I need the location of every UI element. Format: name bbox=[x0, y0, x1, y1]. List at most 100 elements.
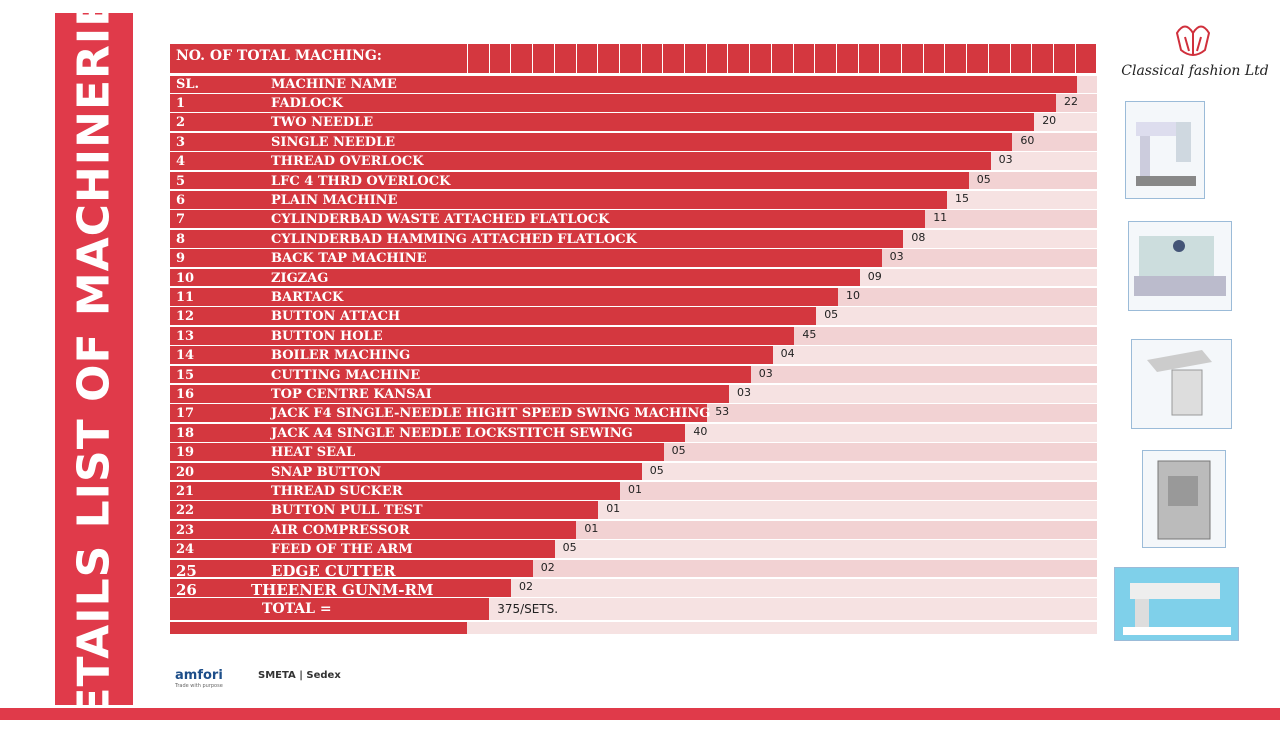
machine-image bbox=[1125, 101, 1205, 199]
header-cell bbox=[640, 44, 642, 73]
machine-name: SNAP BUTTON bbox=[271, 464, 382, 480]
serial: 26 bbox=[176, 581, 197, 599]
header-cell bbox=[1074, 44, 1076, 73]
quantity: 22 bbox=[1064, 95, 1078, 108]
serial: 21 bbox=[176, 484, 195, 499]
quantity: 05 bbox=[824, 308, 839, 322]
serial: 10 bbox=[176, 270, 195, 286]
serial: 15 bbox=[176, 367, 195, 383]
serial: 16 bbox=[176, 387, 195, 402]
machine-image bbox=[1128, 221, 1232, 311]
machine-name: PLAIN MACHINE bbox=[271, 193, 398, 208]
header-cell bbox=[467, 44, 468, 73]
amfori-name: amfori bbox=[175, 668, 223, 683]
quantity: 04 bbox=[780, 347, 795, 361]
serial: 24 bbox=[176, 542, 195, 558]
serial: 5 bbox=[176, 173, 186, 189]
row-bar bbox=[170, 132, 1013, 151]
machine-name: SINGLE NEEDLE bbox=[271, 134, 396, 150]
row-bar bbox=[170, 365, 751, 384]
row-bar bbox=[170, 249, 882, 268]
machine-name: BUTTON ATTACH bbox=[271, 309, 401, 325]
header-cell bbox=[857, 44, 859, 73]
machine-name: EDGE CUTTER bbox=[271, 561, 396, 580]
row-bar bbox=[170, 579, 511, 597]
serial: 19 bbox=[176, 445, 195, 461]
header-cell bbox=[510, 44, 512, 73]
machine-name: ZIGZAG bbox=[271, 270, 329, 286]
machine-name: BUTTON HOLE bbox=[271, 328, 383, 344]
serial: 14 bbox=[176, 348, 195, 364]
quantity: 05 bbox=[649, 463, 664, 477]
quantity: 40 bbox=[693, 424, 708, 438]
quantity: 53 bbox=[715, 405, 730, 419]
quantity: 03 bbox=[737, 386, 751, 399]
header-cell bbox=[1096, 44, 1098, 73]
header-cell bbox=[835, 44, 837, 73]
row-bar bbox=[170, 423, 686, 442]
header-cell bbox=[966, 44, 968, 73]
machine-image bbox=[1114, 567, 1239, 641]
total-value: 375/SETS. bbox=[497, 602, 559, 617]
header-cell bbox=[922, 44, 924, 73]
logo-name: Classical fashion Ltd bbox=[1121, 63, 1269, 79]
serial: 13 bbox=[176, 328, 195, 344]
serial: 1 bbox=[176, 96, 186, 111]
machine-name: BUTTON PULL TEST bbox=[271, 503, 423, 519]
serial: 8 bbox=[176, 231, 186, 247]
quantity: 45 bbox=[802, 327, 817, 341]
machine-name: BACK TAP MACHINE bbox=[271, 251, 427, 267]
header-cell bbox=[1009, 44, 1011, 73]
serial: 9 bbox=[176, 251, 186, 267]
row-bar bbox=[170, 501, 599, 520]
header-cell bbox=[727, 44, 729, 73]
header-cell bbox=[618, 44, 620, 73]
machine-name: TOP CENTRE KANSAI bbox=[271, 387, 432, 402]
row-bar bbox=[170, 152, 991, 171]
header-title: NO. OF TOTAL MACHING: bbox=[176, 48, 382, 64]
header-cell bbox=[575, 44, 577, 73]
machine-name: CUTTING MACHINE bbox=[271, 367, 421, 383]
header-cell bbox=[749, 44, 751, 73]
column-header: SL. bbox=[176, 77, 200, 92]
row-bar bbox=[170, 462, 642, 481]
header-cell bbox=[488, 44, 490, 73]
quantity: 08 bbox=[911, 230, 926, 244]
header-cell bbox=[662, 44, 664, 73]
machine-name: CYLINDERBAD WASTE ATTACHED FLATLOCK bbox=[271, 212, 610, 228]
machine-name: BOILER MACHING bbox=[271, 348, 411, 364]
machine-name: BARTACK bbox=[271, 290, 344, 305]
quantity: 03 bbox=[889, 250, 904, 264]
serial: 7 bbox=[176, 212, 186, 228]
serial: 18 bbox=[176, 425, 195, 441]
side-title: DETAILS LIST OF MACHINERIES bbox=[68, 0, 120, 755]
serial: 25 bbox=[176, 561, 197, 580]
quantity: 20 bbox=[1042, 114, 1057, 128]
row-bar bbox=[170, 404, 708, 423]
machine-name: CYLINDERBAD HAMMING ATTACHED FLATLOCK bbox=[271, 231, 637, 247]
quantity: 02 bbox=[519, 580, 533, 593]
row-bar bbox=[170, 113, 1035, 132]
header-cell bbox=[792, 44, 794, 73]
header-cell bbox=[553, 44, 555, 73]
logo: Classical fashion Ltd bbox=[1121, 25, 1269, 79]
quantity: 03 bbox=[998, 153, 1013, 167]
header-cell bbox=[532, 44, 534, 73]
smeta-logo: SMETA | Sedex bbox=[258, 670, 341, 681]
machine-name: THEENER GUNM-RM bbox=[251, 581, 434, 599]
header-cell bbox=[684, 44, 685, 73]
amfori-tag: Trade with purpose bbox=[175, 683, 223, 689]
row-bar bbox=[170, 326, 795, 345]
machine-name: LFC 4 THRD OVERLOCK bbox=[271, 173, 451, 189]
serial: 2 bbox=[176, 115, 186, 131]
header-cell bbox=[705, 44, 707, 73]
machine-name: AIR COMPRESSOR bbox=[271, 522, 410, 538]
quantity: 05 bbox=[671, 444, 686, 458]
machine-image bbox=[1142, 450, 1226, 548]
serial: 23 bbox=[176, 522, 195, 538]
quantity: 11 bbox=[933, 211, 948, 225]
row-bar bbox=[170, 210, 926, 229]
machine-name: JACK A4 SINGLE NEEDLE LOCKSTITCH SEWING bbox=[271, 425, 633, 441]
quantity: 03 bbox=[758, 366, 773, 380]
serial: 22 bbox=[176, 503, 195, 519]
